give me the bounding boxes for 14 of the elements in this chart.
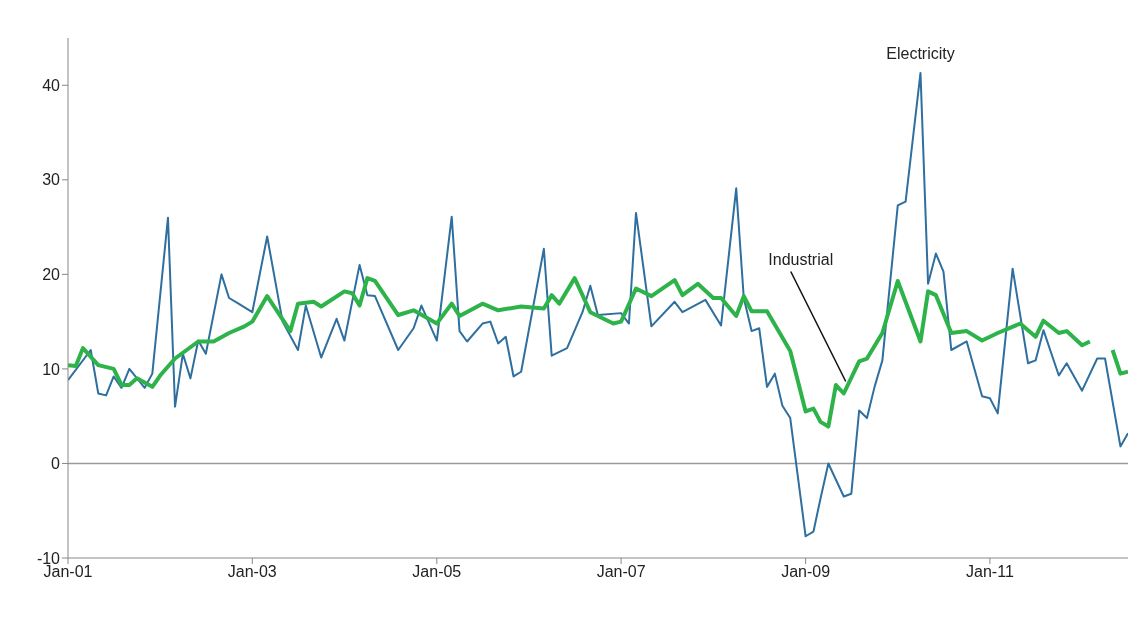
x-tick-label: Jan-05 bbox=[412, 563, 462, 581]
x-tick-label: Jan-09 bbox=[781, 563, 831, 581]
series-label: Electricity bbox=[886, 44, 955, 62]
text: Industrial bbox=[768, 251, 834, 269]
y-tick-label: 0 bbox=[51, 455, 61, 473]
y-tick-label: 20 bbox=[42, 266, 61, 284]
y-tick-label: 30 bbox=[42, 171, 61, 189]
y-tick-label: 40 bbox=[42, 76, 61, 94]
x-tick-label: Jan-11 bbox=[966, 563, 1014, 581]
y-tick-label: 10 bbox=[42, 360, 61, 378]
x-tick-label: Jan-01 bbox=[43, 563, 93, 581]
line-series bbox=[68, 71, 1128, 538]
x-tick-label: Jan-03 bbox=[227, 563, 277, 581]
x-tick-label: Jan-07 bbox=[596, 563, 646, 581]
